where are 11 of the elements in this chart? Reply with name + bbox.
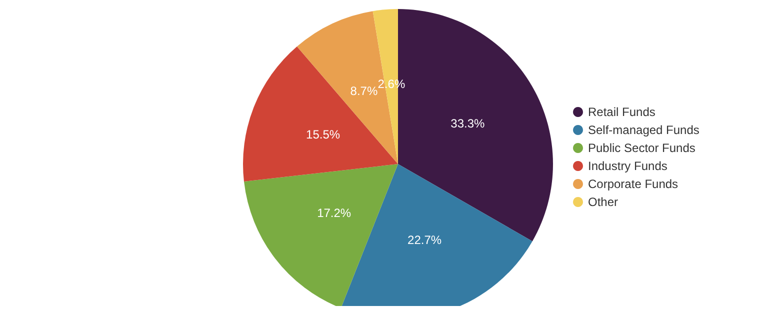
legend-label: Self-managed Funds xyxy=(588,123,700,137)
legend-label: Corporate Funds xyxy=(588,177,678,191)
legend-label: Retail Funds xyxy=(588,105,656,119)
data-label: 17.2% xyxy=(317,206,352,220)
legend-label: Public Sector Funds xyxy=(588,141,696,155)
legend-label: Other xyxy=(588,195,618,209)
data-label: 15.5% xyxy=(306,128,340,142)
legend-label: Industry Funds xyxy=(588,159,668,173)
data-label: 22.7% xyxy=(408,232,442,247)
data-label: 8.7% xyxy=(350,84,378,98)
data-label: 33.3% xyxy=(450,116,486,131)
